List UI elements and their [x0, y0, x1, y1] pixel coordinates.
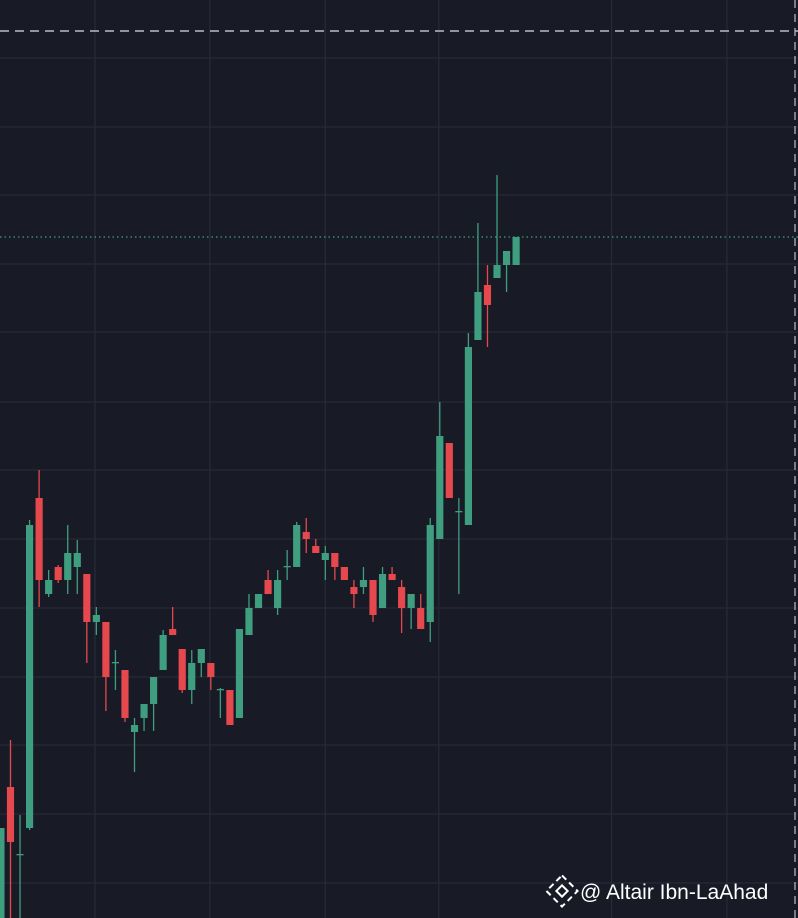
candle-body: [216, 689, 224, 691]
candle-body: [83, 574, 91, 622]
candle-body: [188, 663, 196, 690]
candle-body: [264, 580, 272, 594]
candle-body: [274, 580, 282, 608]
candle-body: [35, 498, 43, 580]
candle-body: [54, 567, 62, 580]
candle-body: [493, 265, 501, 278]
candle-body: [350, 587, 358, 594]
candle-body: [398, 587, 406, 608]
candle-body: [150, 677, 158, 704]
candle-body: [502, 251, 511, 265]
candle-body: [16, 854, 24, 856]
watermark: @ Altair Ibn-LaAhad: [545, 874, 768, 908]
candle-body: [340, 567, 348, 580]
candle-body: [245, 608, 253, 635]
candle-body: [512, 237, 520, 265]
candle-body: [226, 690, 234, 725]
candle-body: [302, 532, 310, 539]
candle-body: [321, 553, 329, 560]
watermark-text: @ Altair Ibn-LaAhad: [580, 881, 768, 904]
candle-body: [293, 525, 301, 567]
candle-body: [92, 615, 100, 622]
candle-body: [111, 662, 120, 664]
candle-body: [235, 629, 244, 718]
candle-body: [436, 436, 444, 539]
candle-body: [197, 649, 205, 663]
candle-body: [140, 704, 148, 718]
candle-body: [455, 511, 463, 513]
candle-body: [464, 347, 472, 525]
candle-body: [331, 553, 339, 567]
candle-body: [417, 608, 425, 629]
candle-body: [121, 670, 129, 718]
candle-body: [0, 828, 5, 918]
watermark-logo: [545, 874, 579, 908]
candle-body: [312, 546, 320, 553]
candle-body: [159, 635, 167, 670]
candle-body: [178, 649, 186, 690]
candle-body: [254, 594, 263, 608]
candle-body: [45, 580, 53, 594]
candle-body: [169, 629, 177, 635]
candle-body: [483, 285, 492, 305]
candle-body: [426, 525, 434, 622]
candle-body: [6, 787, 15, 842]
candle-body: [283, 566, 291, 568]
candle-body: [359, 580, 368, 587]
candle-body: [445, 443, 453, 498]
candle-body: [474, 292, 482, 340]
candle-body: [25, 525, 34, 828]
candle-body: [102, 622, 110, 677]
candle-body: [407, 594, 415, 608]
candle-body: [64, 553, 72, 580]
candle-body: [378, 574, 387, 608]
candles: [0, 175, 520, 918]
reference-lines: [0, 30, 798, 238]
candle-body: [73, 553, 81, 567]
candle-body: [207, 663, 215, 677]
candle-body: [369, 580, 377, 615]
candle-body: [388, 574, 396, 580]
candle-body: [130, 725, 139, 732]
